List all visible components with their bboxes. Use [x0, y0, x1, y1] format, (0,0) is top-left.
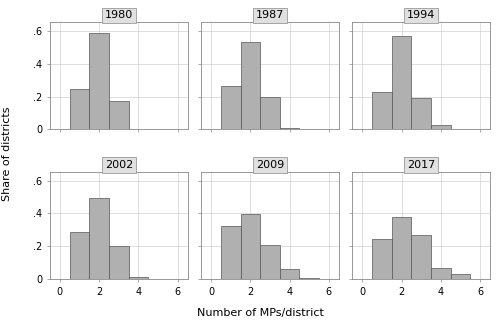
Bar [221, 226, 240, 279]
Bar [450, 273, 470, 279]
Title: 2002: 2002 [104, 160, 133, 170]
Bar [392, 37, 411, 129]
Title: 1994: 1994 [407, 10, 436, 20]
Bar [128, 277, 148, 279]
Bar [70, 231, 89, 279]
Bar [240, 42, 260, 129]
Bar [431, 126, 450, 129]
Bar [240, 214, 260, 279]
Bar [431, 268, 450, 279]
Text: Number of MPs/district: Number of MPs/district [196, 308, 324, 318]
Title: 1980: 1980 [104, 10, 133, 20]
Bar [90, 33, 109, 129]
Title: 1987: 1987 [256, 10, 284, 20]
Bar [392, 217, 411, 279]
Bar [280, 128, 299, 129]
Bar [70, 89, 89, 129]
Title: 2009: 2009 [256, 160, 284, 170]
Bar [300, 278, 319, 279]
Title: 2017: 2017 [407, 160, 436, 170]
Bar [109, 246, 128, 279]
Bar [90, 198, 109, 279]
Bar [372, 239, 392, 279]
Bar [221, 86, 240, 129]
Bar [260, 245, 280, 279]
Bar [260, 97, 280, 129]
Bar [280, 269, 299, 279]
Bar [412, 98, 431, 129]
Text: Share of districts: Share of districts [2, 107, 12, 201]
Bar [109, 101, 128, 129]
Bar [372, 91, 392, 129]
Bar [412, 235, 431, 279]
